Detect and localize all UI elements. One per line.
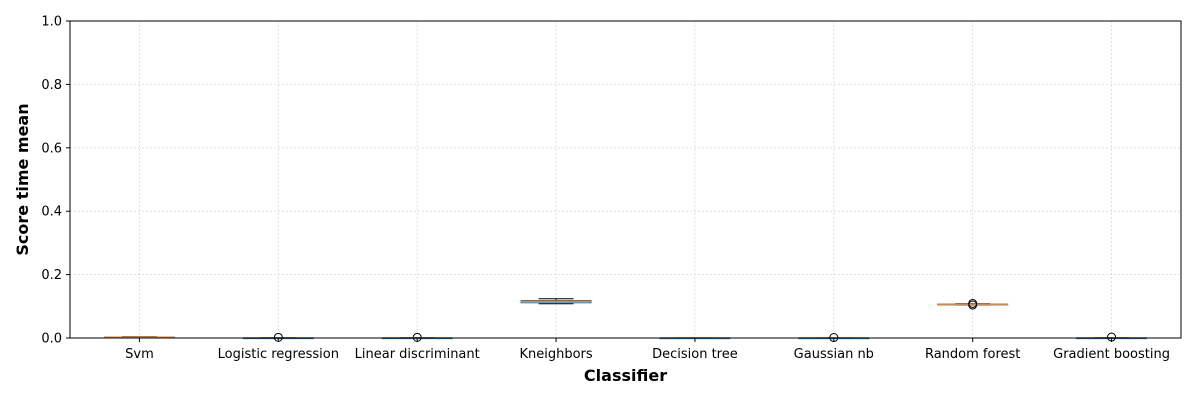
y-tick-label: 0.4 [41, 205, 62, 220]
y-tick-label: 1.0 [41, 15, 62, 30]
x-tick-label: Logistic regression [218, 347, 339, 362]
x-tick-label: Random forest [925, 347, 1020, 362]
x-tick-label: Linear discriminant [355, 347, 480, 362]
y-axis-title: Score time mean [13, 103, 32, 255]
x-tick-label: Svm [125, 347, 154, 362]
box-random-forest [937, 298, 1009, 310]
box-series [103, 298, 1148, 343]
y-tick-label: 0.8 [41, 78, 62, 93]
y-tick-label: 0.0 [41, 332, 62, 347]
x-tick-label: Kneighbors [519, 347, 592, 362]
x-axis-title: Classifier [584, 366, 667, 385]
y-tick-label: 0.2 [41, 268, 62, 283]
box-kneighbors [520, 298, 592, 305]
outlier-point [968, 298, 978, 308]
axes: 0.0 0.2 0.4 0.6 0.8 1.0 Svm Logistic regression… [41, 15, 1170, 363]
x-tick-label: Gaussian nb [794, 347, 874, 362]
x-tick-label: Gradient boosting [1053, 347, 1170, 362]
grid-lines [70, 20, 1181, 339]
x-tick-label: Decision tree [652, 347, 738, 362]
y-tick-label: 0.6 [41, 141, 62, 156]
plot-frame [69, 20, 1182, 339]
